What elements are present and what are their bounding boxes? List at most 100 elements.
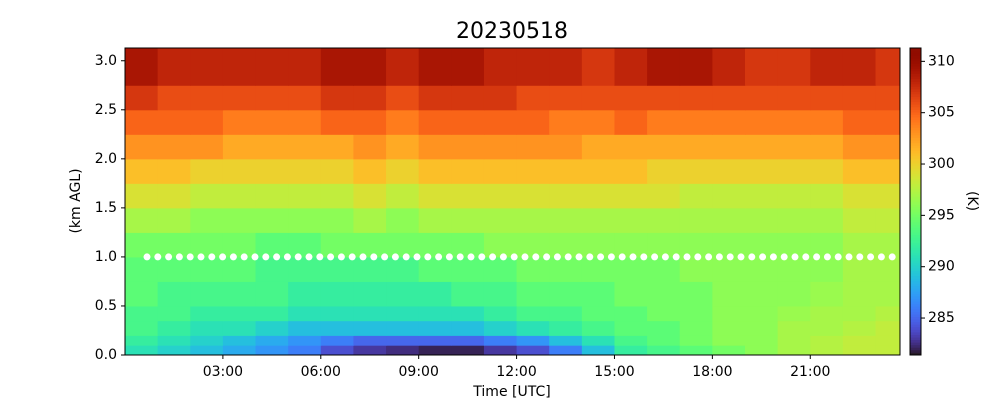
heatmap-cell <box>842 232 877 258</box>
colorbar-segment <box>910 339 921 343</box>
heatmap-cell <box>451 134 485 160</box>
heatmap-cell <box>451 158 485 184</box>
heatmap-cell <box>320 305 354 322</box>
x-tick-label: 03:00 <box>203 364 243 380</box>
x-tick-label: 21:00 <box>790 364 830 380</box>
heatmap-cell <box>320 183 354 209</box>
colorbar-segment <box>910 283 921 287</box>
heatmap-cell <box>614 305 648 322</box>
heatmap-cell <box>875 109 901 135</box>
colorbar-segment <box>910 342 921 346</box>
heatmap-cell <box>190 183 224 209</box>
colorbar-segment <box>910 331 921 335</box>
colorbar-segment <box>910 234 921 238</box>
heatmap-cell <box>712 335 746 346</box>
heatmap-cell <box>516 345 550 356</box>
heatmap-cell <box>190 134 224 160</box>
x-tick-label: 09:00 <box>399 364 439 380</box>
heatmap-cell <box>125 158 159 184</box>
heatmap-cell <box>549 281 583 307</box>
colorbar-segment <box>910 152 921 156</box>
heatmap-cell <box>679 134 713 160</box>
heatmap-cell <box>320 232 354 258</box>
heatmap-cell <box>451 183 485 209</box>
heatmap-cell <box>516 85 550 111</box>
heatmap-cell <box>483 85 518 111</box>
heatmap-cell <box>125 48 159 86</box>
colorbar-segment <box>910 101 921 105</box>
colorbar-segment <box>910 158 921 161</box>
heatmap-cell <box>288 305 322 322</box>
heatmap-cell <box>875 305 901 322</box>
heatmap-cell <box>810 48 844 86</box>
colorbar-segment <box>910 344 921 348</box>
heatmap-cell <box>842 320 877 336</box>
colorbar-segment <box>910 145 921 149</box>
heatmap-cell <box>875 232 901 258</box>
heatmap-cell <box>451 256 485 282</box>
heatmap-cell <box>581 207 615 233</box>
colorbar-segment <box>910 94 921 98</box>
heatmap-cell <box>418 320 452 336</box>
heatmap-cell <box>810 305 844 322</box>
heatmap-cell <box>549 183 583 209</box>
heatmap-cell <box>745 158 779 184</box>
colorbar-segment <box>910 239 921 243</box>
colorbar-segment <box>910 293 921 297</box>
colorbar-segment <box>910 48 921 51</box>
colorbar-segment <box>910 301 921 305</box>
heatmap-cell <box>810 85 844 111</box>
heatmap-cell <box>712 320 746 336</box>
heatmap-cell <box>647 281 681 307</box>
colorbar-segment <box>910 191 921 195</box>
heatmap-cell <box>157 305 191 322</box>
heatmap-cell <box>647 85 681 111</box>
colorbar-segment <box>910 99 921 103</box>
heatmap-cell <box>255 345 289 356</box>
colorbar-segment <box>910 73 921 77</box>
y-tick-label: 2.5 <box>95 102 117 118</box>
colorbar-segment <box>910 181 921 184</box>
colorbar-segment <box>910 76 921 80</box>
heatmap-cell <box>320 320 354 336</box>
heatmap-cell <box>647 109 681 135</box>
heatmap-cell <box>190 305 224 322</box>
colorbar-segment <box>910 252 921 256</box>
heatmap-cell <box>875 320 901 336</box>
colorbar-segment <box>910 140 921 144</box>
heatmap-cell <box>157 345 191 356</box>
heatmap-cell <box>190 335 224 346</box>
colorbar-segment <box>910 193 921 197</box>
heatmap-cell <box>222 85 257 111</box>
heatmap-cell <box>320 85 354 111</box>
heatmap-cell <box>386 134 420 160</box>
heatmap-cell <box>712 281 746 307</box>
heatmap-cell <box>647 48 681 86</box>
heatmap-cell <box>581 345 615 356</box>
heatmap-cell <box>712 183 746 209</box>
heatmap-cell <box>320 335 354 346</box>
heatmap-cell <box>483 305 518 322</box>
heatmap-cell <box>190 109 224 135</box>
colorbar-segment <box>910 58 921 62</box>
heatmap-cell <box>157 85 191 111</box>
colorbar-segment <box>910 50 921 54</box>
colorbar-segment <box>910 347 921 351</box>
y-tick-label: 1.5 <box>95 200 117 216</box>
heatmap-cell <box>353 48 387 86</box>
heatmap-cell <box>483 109 518 135</box>
x-axis-label: Time [UTC] <box>472 384 550 400</box>
colorbar-segment <box>910 117 921 121</box>
heatmap-cell <box>190 158 224 184</box>
colorbar-segment <box>910 60 921 64</box>
heatmap-cell <box>549 134 583 160</box>
heatmap-cell <box>614 232 648 258</box>
heatmap-cell <box>581 183 615 209</box>
heatmap-cell <box>614 85 648 111</box>
heatmap-cell <box>222 256 257 282</box>
heatmap-cell <box>516 158 550 184</box>
heatmap-cell <box>418 158 452 184</box>
heatmap-cell <box>842 158 877 184</box>
colorbar-segment <box>910 129 921 133</box>
